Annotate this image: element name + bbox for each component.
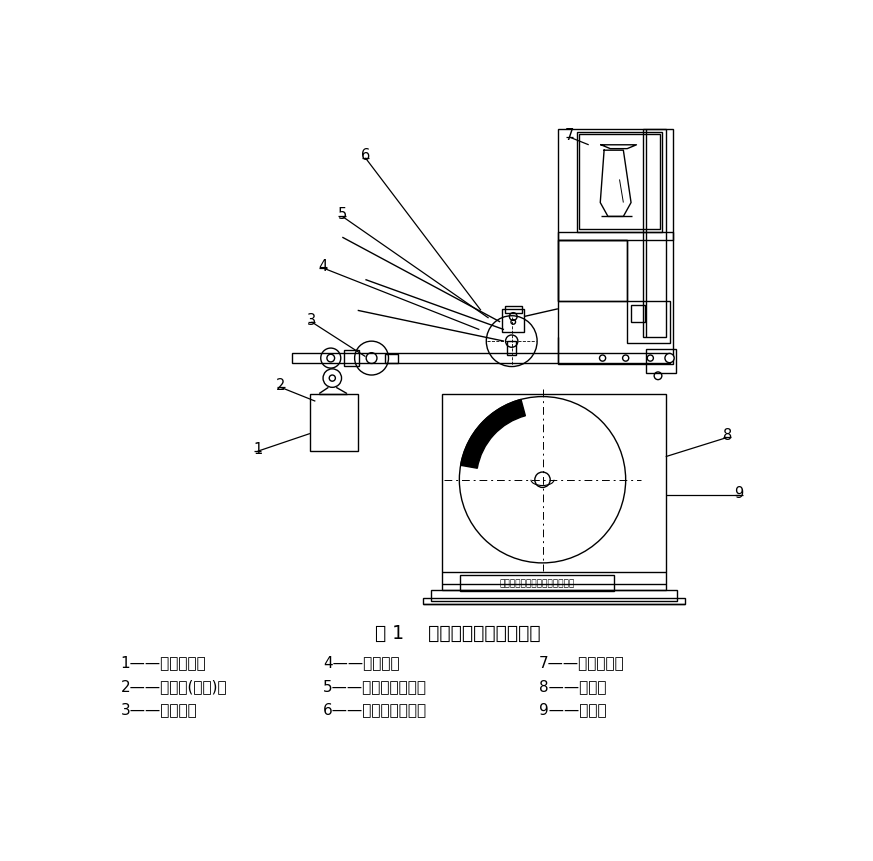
Bar [580,135,659,230]
Text: 江苏省沭阳县市政仪器有限公司: 江苏省沭阳县市政仪器有限公司 [499,579,574,588]
Text: 2: 2 [276,377,285,393]
Bar [344,351,360,366]
Bar [443,394,666,590]
Text: 8——机体；: 8——机体； [539,678,606,693]
Text: 3——道路轮；: 3——道路轮； [120,701,197,716]
Wedge shape [461,400,526,468]
Text: 2——调整臂(配重)；: 2——调整臂(配重)； [120,678,227,693]
Text: 4: 4 [319,258,327,273]
Text: 7: 7 [565,127,574,143]
Bar [631,306,645,323]
Bar [460,575,614,591]
Bar [558,130,673,365]
Bar [577,133,662,232]
Bar [423,598,685,604]
Bar [627,301,670,344]
Bar [431,590,677,601]
Circle shape [622,356,629,362]
Bar [558,240,627,301]
Text: 6: 6 [361,148,370,164]
Circle shape [647,356,653,362]
Bar [647,350,676,374]
Text: 4——橡胶轮；: 4——橡胶轮； [323,654,400,669]
Circle shape [600,356,606,362]
Bar [503,309,524,332]
Text: 9: 9 [734,486,744,500]
Text: 3: 3 [307,313,316,327]
Bar [310,394,358,452]
Text: 1: 1 [253,442,262,456]
Text: 5: 5 [338,207,347,222]
Circle shape [665,354,674,363]
Bar [505,307,522,314]
Bar [558,232,673,240]
Text: 9——试件。: 9——试件。 [539,701,606,716]
Bar [643,130,666,338]
Bar [507,342,516,356]
Bar [558,240,627,301]
Text: 6——粗砂输砂装置；: 6——粗砂输砂装置； [323,701,427,716]
Bar [292,353,670,363]
Text: 1——调荷总成；: 1——调荷总成； [120,654,206,669]
Bar [385,355,398,364]
Text: 5——细砂输砂装置；: 5——细砂输砂装置； [323,678,427,693]
Text: 7——供水装置；: 7——供水装置； [539,654,624,669]
Text: 图 1    加速磨光机结构示意图: 图 1 加速磨光机结构示意图 [375,623,540,642]
Text: 8: 8 [723,428,732,443]
